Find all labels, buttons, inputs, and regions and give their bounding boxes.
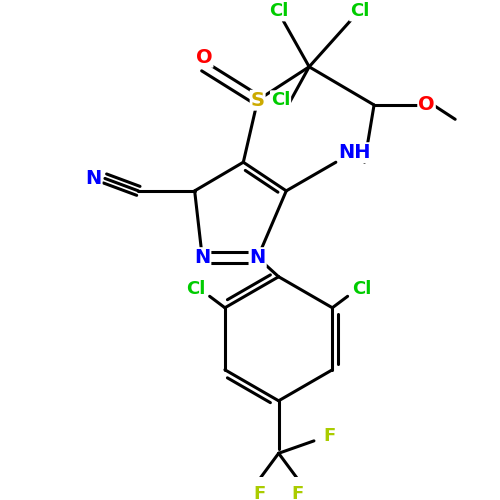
- Text: Cl: Cl: [352, 280, 372, 297]
- Text: Cl: Cl: [269, 2, 288, 21]
- Text: N: N: [194, 248, 210, 267]
- Text: O: O: [196, 48, 212, 67]
- Text: NH: NH: [338, 143, 371, 162]
- Text: F: F: [254, 486, 266, 500]
- Text: F: F: [323, 427, 336, 445]
- Text: S: S: [250, 90, 264, 110]
- Text: Cl: Cl: [271, 91, 290, 109]
- Text: O: O: [418, 96, 435, 114]
- Text: N: N: [250, 248, 266, 267]
- Text: F: F: [292, 486, 304, 500]
- Text: Cl: Cl: [186, 280, 205, 297]
- Text: Cl: Cl: [350, 2, 370, 21]
- Text: N: N: [86, 169, 102, 188]
